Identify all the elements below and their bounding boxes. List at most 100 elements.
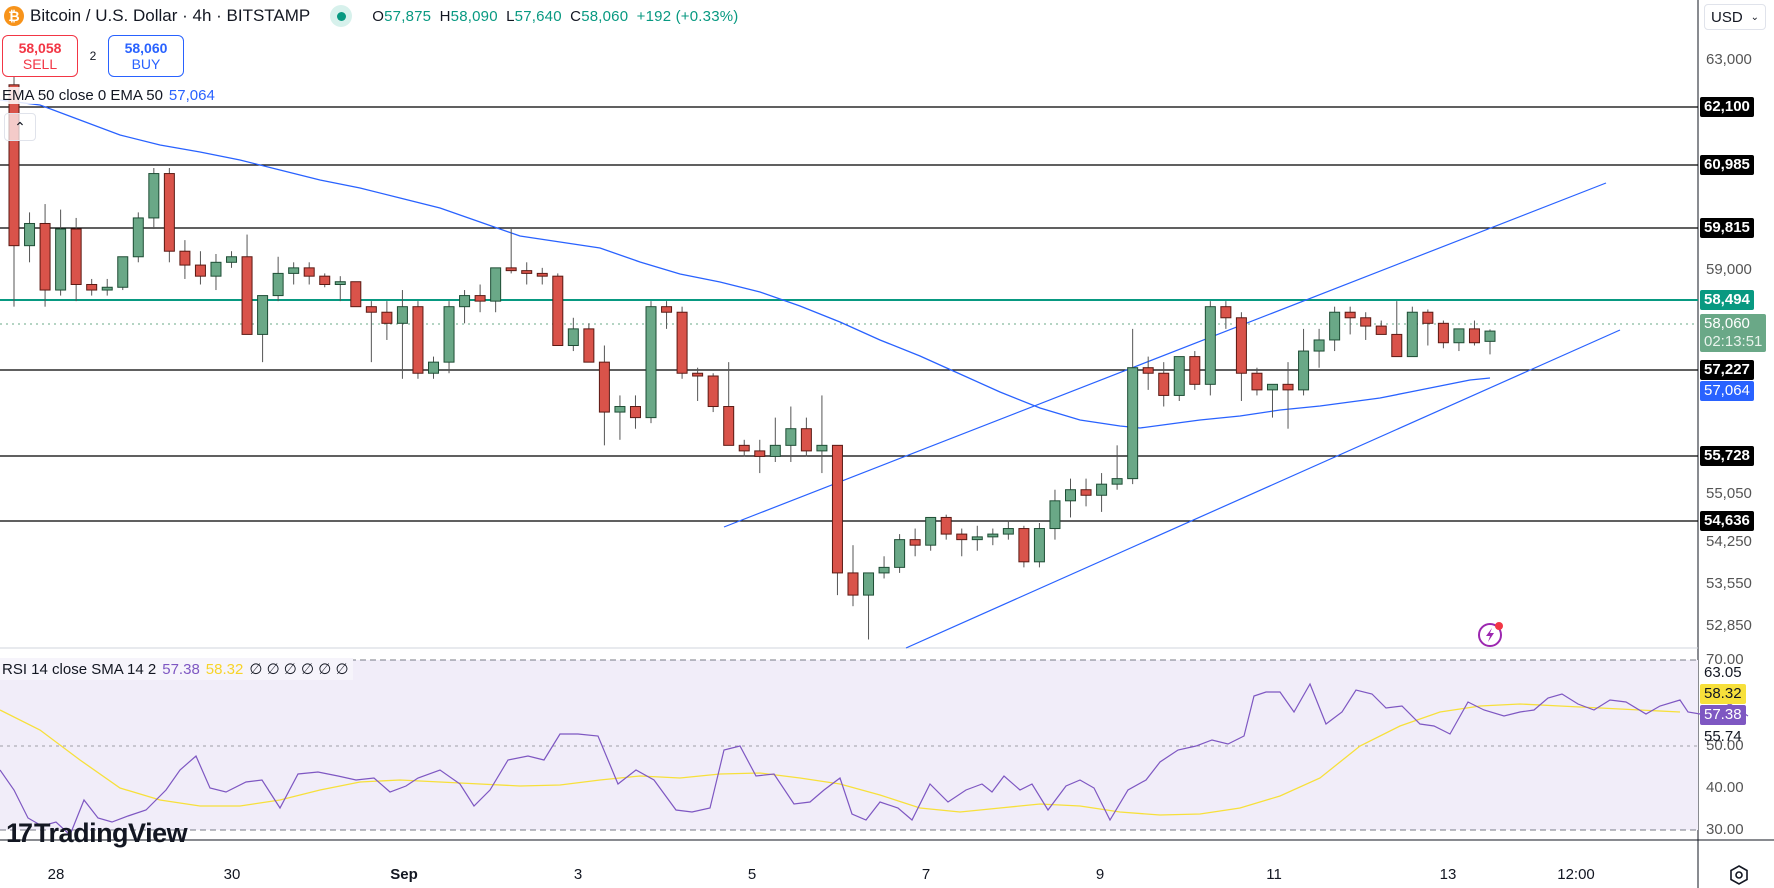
tradingview-mark-icon: 17: [6, 818, 33, 848]
rsi-tick: 40.00: [1706, 779, 1744, 796]
candle: [1453, 328, 1465, 352]
candle: [971, 525, 983, 551]
level-price-tag: 59,815: [1700, 218, 1754, 238]
sell-price: 58,058: [18, 40, 62, 56]
candle: [1251, 367, 1263, 396]
candle: [863, 572, 875, 640]
chevron-down-icon: ⌄: [1750, 11, 1759, 23]
candle: [754, 439, 766, 474]
candle: [179, 240, 191, 279]
time-tick: 30: [223, 866, 241, 883]
buy-price: 58,060: [124, 40, 168, 56]
candle: [1298, 328, 1310, 396]
channel-upper-trendline[interactable]: [723, 182, 1607, 528]
time-tick: 13: [1439, 866, 1457, 883]
rsi-tick: 30.00: [1706, 821, 1744, 838]
candle: [1065, 478, 1077, 518]
candle: [70, 217, 82, 302]
symbol-title[interactable]: Bitcoin / U.S. Dollar · 4h · BITSTAMP: [30, 6, 311, 25]
candle: [334, 276, 346, 302]
candle: [303, 262, 315, 285]
level-price-tag: 60,985: [1700, 155, 1754, 175]
rsi-extra-values: ∅ ∅ ∅ ∅ ∅ ∅: [249, 661, 349, 678]
time-tick: 9: [1095, 866, 1105, 883]
bar-countdown: 02:13:51: [1704, 333, 1763, 350]
rsi-tick: 70.00: [1706, 651, 1744, 668]
open-value: 57,875: [384, 7, 432, 25]
candle: [86, 278, 98, 296]
rsi-value-tag: 58.32: [1700, 684, 1746, 704]
high-value: 58,090: [450, 7, 498, 25]
candle: [210, 253, 222, 291]
high-label: H: [439, 7, 451, 25]
horizontal-levels[interactable]: [0, 106, 1698, 522]
spread-value: 2: [89, 49, 97, 63]
rsi-value-tag: 55.74: [1704, 728, 1742, 745]
time-tick: 3: [573, 866, 583, 883]
settings-gear-icon[interactable]: [1728, 864, 1750, 886]
candle: [723, 362, 735, 446]
candle: [1391, 301, 1403, 358]
candle: [567, 317, 579, 352]
tradingview-logo[interactable]: 17 TradingView: [6, 818, 188, 849]
candle: [194, 251, 206, 285]
candle: [738, 439, 750, 457]
candle: [381, 301, 393, 340]
symbol-header[interactable]: ₿ Bitcoin / U.S. Dollar · 4h · BITSTAMP …: [0, 2, 743, 30]
candle: [8, 76, 20, 307]
current-price-value: 58,060: [1704, 315, 1750, 332]
candle: [226, 251, 238, 268]
candle: [474, 284, 486, 313]
lightning-alert-icon[interactable]: [1477, 620, 1505, 648]
collapse-legend-button[interactable]: ⌃: [4, 113, 36, 141]
price-tick: 63,000: [1706, 51, 1752, 68]
candle: [1111, 445, 1123, 490]
candle: [598, 345, 610, 446]
sell-label: SELL: [22, 56, 58, 72]
candle: [412, 301, 424, 379]
currency-select[interactable]: USD ⌄: [1704, 4, 1766, 30]
candle: [1158, 362, 1170, 407]
open-label: O: [372, 7, 385, 25]
rsi-value-tag: 63.05: [1704, 664, 1742, 681]
candlestick-series[interactable]: [8, 76, 1496, 640]
time-tick: 7: [921, 866, 931, 883]
candle: [878, 556, 890, 579]
close-value: 58,060: [581, 7, 629, 25]
price-tick: 54,250: [1706, 533, 1752, 550]
candle: [55, 209, 67, 296]
candle: [816, 395, 828, 474]
level-price-tag: 62,100: [1700, 97, 1754, 117]
change-value: +192 (+0.33%): [636, 7, 739, 25]
trade-panel: 58,058 SELL 2 58,060 BUY: [2, 35, 184, 77]
candle: [490, 267, 502, 313]
candle: [319, 273, 331, 288]
channel-lower-trendline[interactable]: [905, 329, 1621, 649]
candle: [521, 262, 533, 285]
time-tick: 12:00: [1557, 866, 1595, 883]
rsi-legend-label: RSI 14 close SMA 14 2: [2, 661, 157, 678]
level-price-tag: 55,728: [1700, 446, 1754, 466]
candle: [1375, 320, 1387, 335]
rsi-legend[interactable]: RSI 14 close SMA 14 2 57.38 58.32 ∅ ∅ ∅ ∅ ∅…: [0, 658, 353, 680]
candle: [536, 267, 548, 285]
ema-legend-label: EMA 50 close 0 EMA 50: [2, 87, 163, 104]
candle: [1422, 309, 1434, 346]
candle: [396, 290, 408, 379]
candle: [614, 395, 626, 440]
price-tick: 59,000: [1706, 261, 1752, 278]
candle: [272, 256, 284, 302]
candle: [925, 516, 937, 551]
candle: [1096, 473, 1108, 512]
price-tick: 53,550: [1706, 575, 1752, 592]
candle: [707, 373, 719, 413]
rsi-tick: 50.00: [1706, 737, 1744, 754]
candle: [1484, 329, 1496, 355]
buy-button[interactable]: 58,060 BUY: [108, 35, 184, 77]
candle: [940, 514, 952, 540]
candle: [1313, 328, 1325, 368]
sell-button[interactable]: 58,058 SELL: [2, 35, 78, 77]
candle: [1142, 356, 1154, 390]
ema-legend[interactable]: EMA 50 close 0 EMA 50 57,064: [0, 87, 217, 104]
